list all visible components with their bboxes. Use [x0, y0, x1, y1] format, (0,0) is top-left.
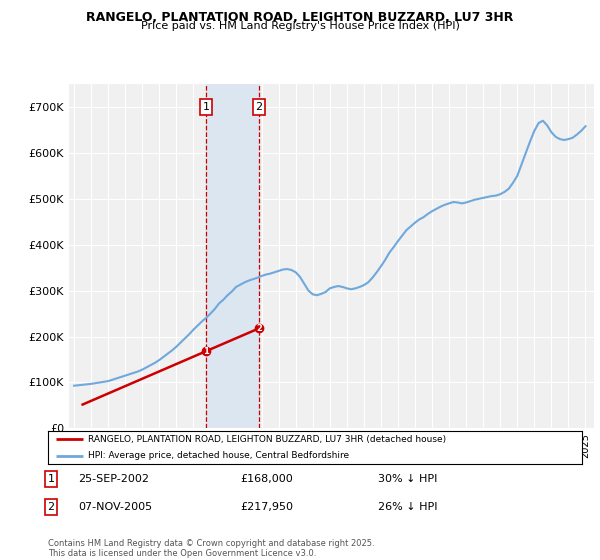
Text: 25-SEP-2002: 25-SEP-2002 [78, 474, 149, 484]
Text: 26% ↓ HPI: 26% ↓ HPI [378, 502, 437, 512]
Text: 2: 2 [256, 324, 262, 333]
Text: 30% ↓ HPI: 30% ↓ HPI [378, 474, 437, 484]
Text: Price paid vs. HM Land Registry's House Price Index (HPI): Price paid vs. HM Land Registry's House … [140, 21, 460, 31]
Text: 2: 2 [47, 502, 55, 512]
Text: 1: 1 [47, 474, 55, 484]
Text: HPI: Average price, detached house, Central Bedfordshire: HPI: Average price, detached house, Cent… [88, 451, 349, 460]
Text: £217,950: £217,950 [240, 502, 293, 512]
Bar [206, 84, 259, 428]
Text: Contains HM Land Registry data © Crown copyright and database right 2025.
This d: Contains HM Land Registry data © Crown c… [48, 539, 374, 558]
Text: RANGELO, PLANTATION ROAD, LEIGHTON BUZZARD, LU7 3HR: RANGELO, PLANTATION ROAD, LEIGHTON BUZZA… [86, 11, 514, 24]
Text: 07-NOV-2005: 07-NOV-2005 [78, 502, 152, 512]
Text: 2: 2 [256, 102, 263, 112]
Text: 1: 1 [203, 347, 209, 356]
Text: £168,000: £168,000 [240, 474, 293, 484]
Text: RANGELO, PLANTATION ROAD, LEIGHTON BUZZARD, LU7 3HR (detached house): RANGELO, PLANTATION ROAD, LEIGHTON BUZZA… [88, 435, 446, 444]
Text: 1: 1 [202, 102, 209, 112]
